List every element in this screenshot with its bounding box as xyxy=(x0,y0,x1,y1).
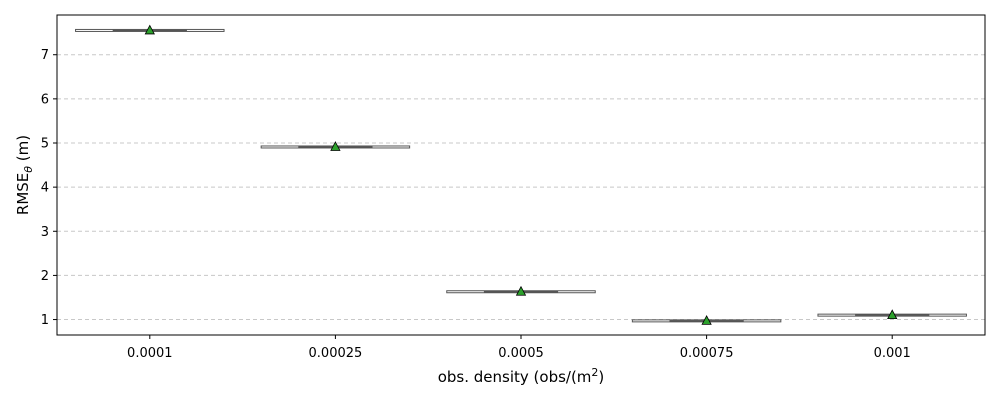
x-tick-label: 0.0001 xyxy=(127,346,173,361)
x-tick-label: 0.001 xyxy=(874,346,911,361)
y-gridlines xyxy=(57,54,985,321)
y-tick-label: 3 xyxy=(41,225,49,240)
y-tick-label: 7 xyxy=(41,48,49,63)
mean-marker xyxy=(515,285,527,296)
mean-marker xyxy=(701,315,712,325)
mean-marker xyxy=(887,309,898,320)
y-tick-label: 6 xyxy=(41,92,49,107)
x-axis-label: obs. density (obs/(m2) xyxy=(438,366,605,386)
x-axis-ticks: 0.0001 0.00025 0.0005 0.00075 0.001 xyxy=(127,335,911,361)
mean-marker xyxy=(144,24,155,35)
y-axis-ticks: 1 2 3 4 5 6 7 xyxy=(41,48,57,328)
x-tick-label: 0.00075 xyxy=(680,346,734,361)
y-tick-label: 4 xyxy=(41,181,49,196)
y-tick-label: 1 xyxy=(41,313,49,328)
x-tick-label: 0.00025 xyxy=(309,346,363,361)
y-axis-label: RMSEθ (m) xyxy=(14,135,35,215)
y-tick-label: 5 xyxy=(41,137,49,152)
plot-frame xyxy=(56,14,986,336)
y-axis-label-subscript: θ xyxy=(22,166,35,173)
mean-marker xyxy=(330,141,341,151)
x-axis-label-superscript: 2 xyxy=(591,366,598,379)
x-tick-label: 0.0005 xyxy=(498,346,544,361)
y-tick-label: 2 xyxy=(41,269,49,284)
boxes xyxy=(75,24,967,325)
